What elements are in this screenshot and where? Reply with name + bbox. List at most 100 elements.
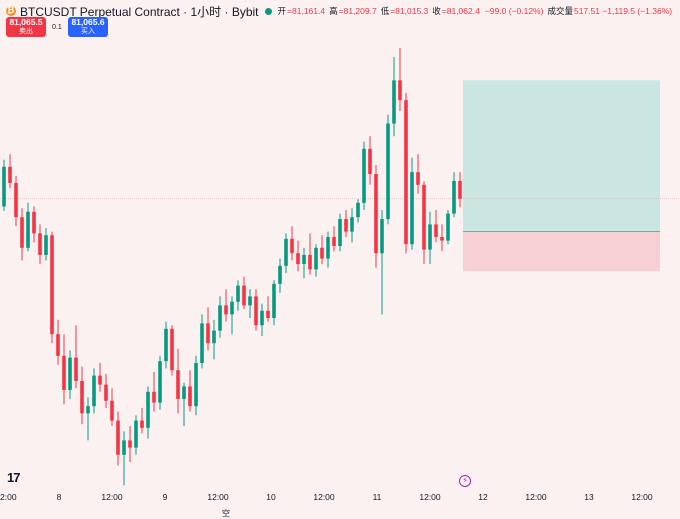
candle-body — [266, 310, 270, 318]
candle-body — [326, 237, 330, 259]
candle-body — [422, 184, 426, 250]
candle-body — [362, 148, 366, 203]
candle-body — [332, 237, 336, 246]
time-axis-tick: 12:00 — [207, 492, 229, 502]
candle-body — [68, 357, 72, 390]
ohlc-close-value: =81,062.4 — [441, 6, 480, 16]
time-axis-tick: 8 — [56, 492, 62, 502]
candle-body — [194, 363, 198, 407]
candle-body — [302, 255, 306, 264]
time-axis-tick: 9 — [162, 492, 168, 502]
candle-body — [314, 247, 318, 270]
time-axis-tick: 12 — [478, 492, 488, 502]
candle-body — [182, 386, 186, 399]
sell-button[interactable]: 81,065.5 卖出 — [6, 17, 46, 37]
candle-body — [62, 355, 66, 390]
candle-body — [206, 323, 210, 344]
time-axis-tick: 2:00 — [0, 492, 17, 502]
candle-body — [404, 100, 408, 245]
candle-body — [8, 166, 12, 183]
candle-body — [128, 440, 132, 448]
candle-body — [56, 334, 60, 356]
candle-body — [398, 80, 402, 101]
time-axis-tick: 12:00 — [101, 492, 123, 502]
candle-body — [158, 361, 162, 403]
tradingview-logo-icon[interactable]: 17 — [7, 470, 21, 485]
candle-body — [272, 283, 276, 318]
candle-body — [284, 238, 288, 266]
candle-body — [218, 305, 222, 331]
ohlc-close-label: 收 — [432, 6, 441, 16]
candle-body — [140, 420, 144, 428]
candle-body — [116, 420, 120, 455]
candle-body — [98, 375, 102, 385]
candle-body — [134, 420, 138, 448]
candle-body — [224, 305, 228, 315]
ohlc-legend: 开 =81,161.4 高 =81,209.7 低 =81,015.3 收 =8… — [278, 5, 677, 17]
candle-body — [110, 400, 114, 421]
candle-body — [290, 238, 294, 254]
candle-body — [278, 265, 282, 284]
candle-body — [446, 213, 450, 241]
candle-body — [164, 328, 168, 362]
candle-body — [410, 172, 414, 245]
time-axis-tick: 10 — [266, 492, 276, 502]
candle-body — [92, 375, 96, 407]
ohlc-open-value: =81,161.4 — [287, 6, 326, 16]
candle-body — [242, 285, 246, 306]
buy-price: 81,065.6 — [71, 17, 105, 27]
candle-body — [14, 183, 18, 218]
candle-body — [170, 328, 174, 371]
sell-price: 81,065.5 — [9, 17, 43, 27]
candle-body — [380, 219, 384, 254]
time-axis-tick: 12:00 — [313, 492, 335, 502]
candle-body — [458, 180, 462, 199]
time-axis-tick: 12:00 — [525, 492, 547, 502]
candle-body — [26, 211, 30, 248]
time-axis-tick: 12:00 — [419, 492, 441, 502]
candle-body — [200, 323, 204, 363]
candle-body — [20, 217, 24, 248]
ohlc-open-label: 开 — [277, 6, 287, 16]
candle-body — [176, 370, 180, 399]
ohlc-low-label: 低 — [380, 6, 390, 16]
bitcoin-coin-icon — [6, 5, 16, 16]
candle-body — [74, 357, 78, 381]
candle-body — [368, 148, 372, 174]
candle-body — [80, 381, 84, 414]
ohlc-volume-value: 517.51 −1,119.5 (−1.36%) — [573, 6, 673, 16]
candle-body — [374, 174, 378, 254]
candle-body — [338, 219, 342, 246]
candle-body — [260, 310, 264, 326]
candle-body — [254, 296, 258, 326]
candle-body — [296, 253, 300, 264]
candle-body — [344, 219, 348, 232]
time-axis[interactable]: 2:00 8 12:00 9 12:00 10 12:00 11 12:00 12 12:00 13 1… — [0, 488, 680, 514]
candle-body — [416, 172, 420, 185]
candle-body — [122, 440, 126, 455]
candle-body — [320, 247, 324, 259]
time-axis-tick: 11 — [372, 492, 382, 502]
ohlc-low-value: =81,015.3 — [390, 6, 429, 16]
candle-body — [386, 123, 390, 219]
candle-body — [32, 211, 36, 234]
candle-body — [86, 406, 90, 414]
ohlc-volume-label: 成交量 — [547, 6, 573, 16]
profit-zone — [463, 80, 660, 232]
symbol-title[interactable]: BTCUSDT Perpetual Contract · 1小时 · Bybit — [20, 4, 259, 19]
candle-body — [356, 202, 360, 218]
candle-body — [146, 391, 150, 428]
candle-body — [236, 285, 240, 302]
candle-body — [104, 384, 108, 401]
candle-body — [152, 391, 156, 403]
chart-header: BTCUSDT Perpetual Contract · 1小时 · Bybit… — [0, 0, 680, 22]
candle-body — [308, 255, 312, 270]
ohlc-high-value: =81,209.7 — [338, 6, 377, 16]
candle-body — [50, 235, 54, 335]
ohlc-high-label: 高 — [329, 6, 338, 16]
lightning-icon[interactable]: ⚡ — [459, 475, 471, 487]
candle-body — [188, 386, 192, 407]
buy-button[interactable]: 81,065.6 买入 — [68, 17, 108, 37]
